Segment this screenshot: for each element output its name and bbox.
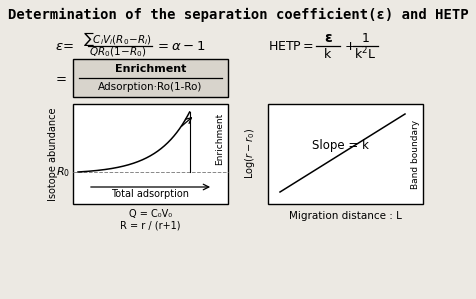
Text: $\mathrm{HETP} = $: $\mathrm{HETP} = $ [268, 40, 314, 54]
Text: $\boldsymbol{\varepsilon}$: $\boldsymbol{\varepsilon}$ [323, 31, 332, 45]
Text: Total adsorption: Total adsorption [111, 189, 189, 199]
Text: R = r / (r+1): R = r / (r+1) [120, 220, 180, 230]
Text: $\mathrm{Log}(r - r_0)$: $\mathrm{Log}(r - r_0)$ [242, 129, 257, 179]
Text: $\sum C_iV_i(R_0\!-\!R_i)$: $\sum C_iV_i(R_0\!-\!R_i)$ [83, 30, 152, 48]
Text: Q = C₀V₀: Q = C₀V₀ [129, 209, 172, 219]
Text: $\varepsilon\!=\!$: $\varepsilon\!=\!$ [55, 40, 74, 54]
Text: Migration distance : L: Migration distance : L [288, 211, 401, 221]
Text: $QR_0(1\!-\!R_0)$: $QR_0(1\!-\!R_0)$ [89, 45, 147, 59]
Text: $+$: $+$ [343, 40, 355, 54]
Text: $\mathrm{k}$: $\mathrm{k}$ [323, 47, 332, 61]
Text: $=$: $=$ [53, 71, 67, 85]
FancyBboxPatch shape [268, 104, 422, 204]
Text: $\mathrm{k}^2\mathrm{L}$: $\mathrm{k}^2\mathrm{L}$ [353, 46, 375, 62]
FancyBboxPatch shape [73, 104, 228, 204]
Text: $1$: $1$ [360, 31, 368, 45]
Text: Slope = k: Slope = k [311, 140, 368, 152]
Text: Adsorption·Ro(1-Ro): Adsorption·Ro(1-Ro) [98, 82, 202, 92]
Text: Isotope abundance: Isotope abundance [48, 107, 58, 201]
Text: $R_0$: $R_0$ [56, 165, 70, 179]
Text: Band boundary: Band boundary [411, 119, 420, 189]
Text: Determination of the separation coefficient(ε) and HETP: Determination of the separation coeffici… [8, 8, 467, 22]
Text: Enrichment: Enrichment [115, 64, 186, 74]
Text: Enrichment: Enrichment [215, 113, 224, 165]
Text: $= \alpha - 1$: $= \alpha - 1$ [155, 40, 205, 54]
FancyBboxPatch shape [73, 59, 228, 97]
